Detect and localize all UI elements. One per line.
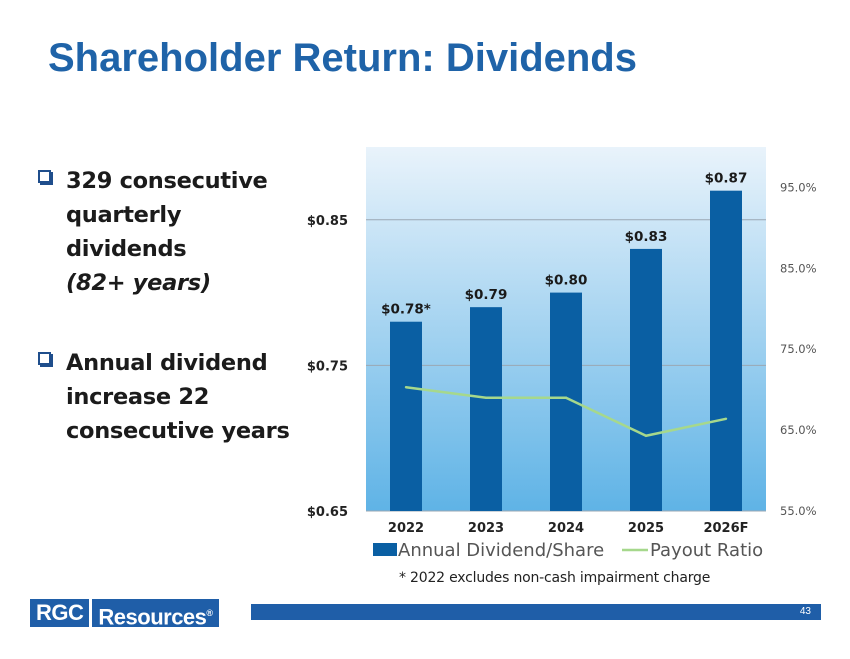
- payout-ratio-point: [644, 434, 648, 437]
- footnote: * 2022 excludes non-cash impairment char…: [399, 570, 711, 586]
- payout-ratio-point: [724, 417, 728, 420]
- bullet-line: Annual dividend: [66, 350, 268, 376]
- bullet-list: 329 consecutive quarterly dividends (82+…: [36, 164, 306, 494]
- registered-mark: ®: [206, 608, 213, 618]
- bullet-increase: Annual dividend increase 22 consecutive …: [36, 346, 306, 448]
- x-tick-label: 2023: [468, 521, 504, 536]
- y-right-tick-label: 95.0%: [780, 180, 817, 194]
- legend-label-dividend: Annual Dividend/Share: [398, 540, 604, 561]
- bar-value-label: $0.83: [625, 229, 668, 245]
- bar-value-label: $0.78*: [381, 302, 431, 318]
- y-left-tick-label: $0.65: [307, 505, 348, 520]
- company-logo: RGC Resources®: [30, 599, 219, 629]
- y-right-tick-label: 85.0%: [780, 261, 817, 275]
- logo-part-rgc: RGC: [30, 599, 90, 627]
- y-right-tick-label: 65.0%: [780, 423, 817, 437]
- payout-ratio-point: [564, 396, 568, 399]
- page-number: 43: [799, 606, 811, 617]
- payout-ratio-point: [484, 396, 488, 399]
- x-tick-label: 2022: [388, 521, 424, 536]
- bullet-dividends: 329 consecutive quarterly dividends (82+…: [36, 164, 306, 300]
- slide-title: Shareholder Return: Dividends: [48, 36, 637, 80]
- bullet-line: consecutive years: [66, 418, 290, 444]
- y-right-tick-label: 55.0%: [780, 504, 817, 518]
- checkbox-bullet-icon: [38, 352, 53, 367]
- bar: [470, 307, 502, 511]
- bar-value-label: $0.80: [545, 273, 588, 289]
- dividend-chart: $0.65 $0.75 $0.85 55.0% 65.0% 75.0% 85.0% 95.0%…: [307, 147, 817, 561]
- y-left-tick-label: $0.75: [307, 359, 348, 374]
- footer-bar: 43: [251, 604, 821, 620]
- x-tick-label: 2025: [628, 521, 664, 536]
- y-right-tick-label: 75.0%: [780, 342, 817, 356]
- bar: [710, 190, 742, 511]
- checkbox-bullet-icon: [38, 170, 53, 185]
- legend-label-payout: Payout Ratio: [650, 540, 763, 561]
- logo-part-resources: Resources®: [92, 599, 219, 629]
- bar-value-label: $0.79: [465, 287, 508, 303]
- payout-ratio-point: [404, 386, 408, 389]
- x-tick-label: 2026F: [703, 521, 748, 536]
- legend-swatch-bar: [373, 543, 397, 556]
- bar: [630, 248, 662, 512]
- bullet-line: 329 consecutive: [66, 168, 268, 194]
- bullet-line: increase 22: [66, 384, 210, 410]
- bullet-emphasis: (82+ years): [66, 270, 211, 296]
- y-left-tick-label: $0.85: [307, 214, 348, 229]
- bar-value-label: $0.87: [705, 171, 748, 187]
- bullet-line: quarterly dividends: [66, 202, 187, 262]
- bar: [390, 321, 422, 511]
- x-tick-label: 2024: [548, 521, 584, 536]
